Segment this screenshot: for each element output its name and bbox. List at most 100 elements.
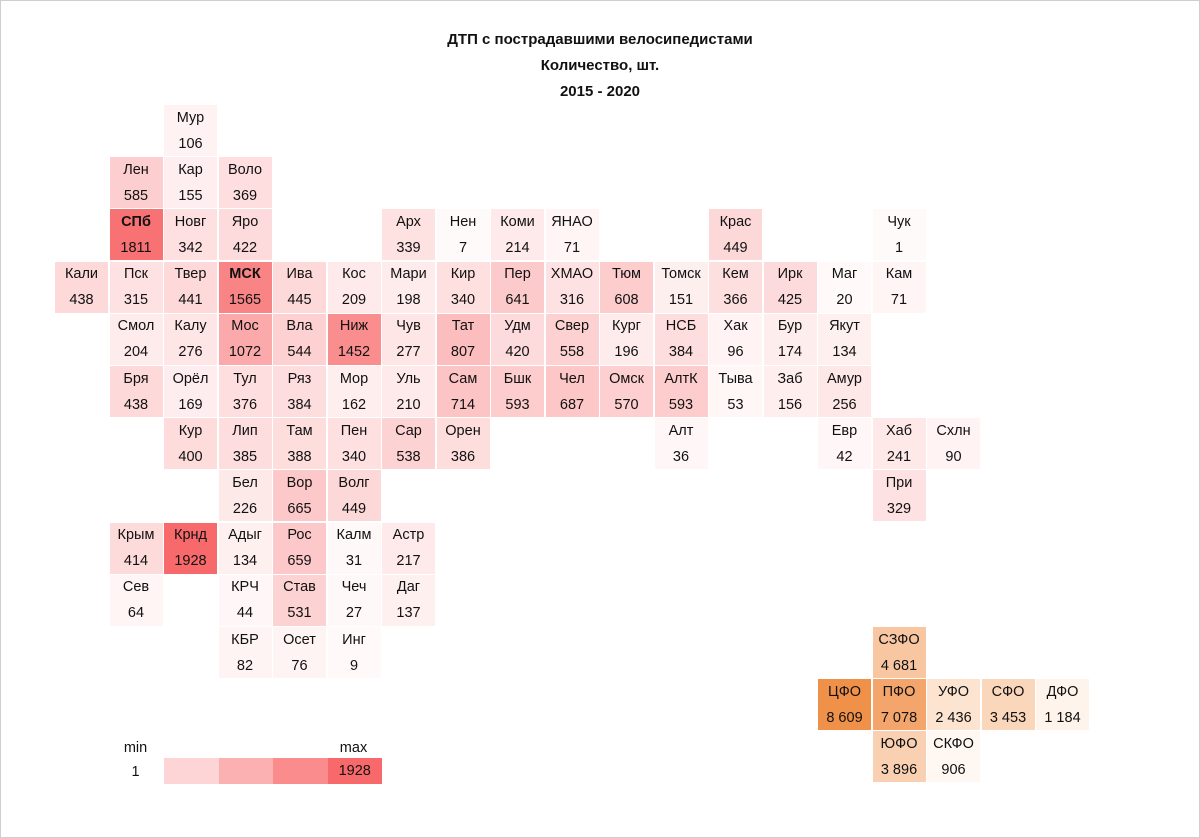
region-label: Пен — [340, 422, 368, 439]
region-tile: Мари 198 — [382, 261, 435, 313]
region-tile: Новг 342 — [164, 209, 217, 261]
region-value: 714 — [450, 396, 476, 413]
legend-swatch — [218, 758, 273, 784]
region-label: Омск — [609, 370, 644, 387]
region-tile: Мур 106 — [164, 105, 217, 156]
region-tile: Маг 20 — [818, 261, 871, 313]
chart-period: 2015 - 2020 — [559, 83, 641, 100]
region-value: 210 — [396, 396, 421, 413]
region-tile: Ирк 425 — [763, 261, 817, 313]
region-value: 151 — [668, 292, 694, 309]
region-tile: Евр 42 — [818, 418, 871, 470]
region-label: МСК — [229, 266, 261, 283]
region-tile: Мор 162 — [327, 366, 381, 417]
federal-district-tile: СФО 3 453 — [981, 679, 1035, 731]
region-value: 400 — [178, 448, 203, 465]
region-value: 329 — [886, 500, 912, 517]
region-value: 441 — [178, 292, 203, 309]
region-label: Вла — [286, 318, 313, 335]
region-tile: Чел 687 — [545, 366, 599, 417]
region-tile: Кем 366 — [709, 261, 762, 313]
region-tile: Томск 151 — [654, 261, 708, 313]
region-value: 445 — [287, 292, 312, 309]
region-value: 1928 — [174, 553, 207, 570]
region-value: 174 — [777, 344, 803, 361]
region-value: 558 — [559, 344, 585, 361]
region-tile: Кур 400 — [164, 418, 217, 470]
region-value: 1 — [894, 239, 904, 256]
region-tile: Бря 438 — [109, 366, 163, 417]
legend-swatch — [273, 758, 328, 784]
region-label: НСБ — [665, 318, 697, 335]
region-tile: Амур 256 — [818, 366, 871, 417]
region-label: Амур — [827, 370, 862, 387]
region-tile: Тыва 53 — [709, 366, 762, 417]
region-tile: Воло 369 — [218, 157, 272, 209]
region-tile: Алт 36 — [654, 418, 708, 470]
chart-title: ДТП с пострадавшими велосипедистами — [447, 31, 753, 48]
federal-district-tile: ДФО 1 184 — [1036, 679, 1089, 731]
region-label: Алт — [668, 422, 694, 439]
region-label: Новг — [174, 213, 207, 230]
region-value: 276 — [178, 344, 203, 361]
region-value: 90 — [945, 448, 962, 465]
federal-district-tile: ЮФО 3 896 — [872, 731, 926, 783]
region-label: Ряз — [287, 370, 312, 387]
region-label: Волг — [338, 474, 370, 491]
region-label: Кали — [64, 266, 99, 283]
region-tile: Кир 340 — [436, 261, 490, 313]
region-label: Пск — [123, 266, 148, 283]
region-tile: ЯНАО 71 — [545, 209, 599, 261]
region-value: 340 — [341, 448, 367, 465]
region-tile: Арх 339 — [382, 209, 435, 261]
region-label: При — [885, 474, 913, 491]
region-label: Бел — [232, 474, 258, 491]
region-tile: НСБ 384 — [654, 313, 708, 365]
region-label: ХМАО — [550, 266, 594, 283]
region-tile: Пск 315 — [109, 261, 163, 313]
legend-min-value: 1 — [131, 764, 140, 780]
region-value: 1072 — [228, 344, 262, 361]
region-label: Сам — [448, 370, 478, 387]
region-tile: Смол 204 — [109, 313, 163, 365]
region-label: Тул — [233, 370, 257, 387]
region-tile: Рос 659 — [273, 522, 326, 574]
region-value: 1565 — [228, 292, 262, 309]
region-tile: Уль 210 — [382, 366, 435, 417]
region-value: 438 — [123, 396, 149, 413]
region-value: 20 — [836, 292, 853, 309]
region-label: Кург — [612, 318, 641, 335]
region-tile: Сам 714 — [436, 366, 490, 417]
region-label: Чел — [559, 370, 585, 387]
region-label: Удм — [504, 318, 531, 335]
region-tile: Крас 449 — [709, 209, 762, 261]
region-tile: Калм 31 — [327, 522, 381, 574]
region-value: 36 — [672, 448, 690, 465]
region-tile: Орен 386 — [436, 418, 490, 470]
region-label: Лип — [232, 422, 258, 439]
region-tile: Сев 64 — [109, 574, 163, 626]
region-tile: Коми 214 — [491, 209, 544, 261]
chart-subtitle: Количество, шт. — [540, 57, 660, 74]
region-tile: Там 388 — [273, 418, 326, 470]
region-label: Коми — [500, 213, 535, 230]
region-label: Инг — [342, 631, 366, 648]
region-value: 316 — [559, 292, 585, 309]
region-label: Тюм — [612, 266, 641, 283]
region-label: Схлн — [936, 422, 971, 439]
region-label: Твер — [174, 266, 207, 283]
region-value: 137 — [396, 605, 421, 622]
region-label: КБР — [231, 631, 259, 648]
region-tile: Кали 438 — [55, 261, 108, 313]
legend-max-label: max — [339, 740, 368, 756]
region-label: Тыва — [718, 370, 753, 387]
region-tile: Астр 217 — [382, 522, 435, 574]
region-label: Уль — [396, 370, 421, 387]
region-label: Смол — [117, 318, 155, 335]
region-tile: Хак 96 — [709, 313, 762, 365]
region-value: 214 — [505, 239, 530, 256]
region-tile: СПб 1811 — [109, 209, 163, 261]
region-label: Рос — [287, 527, 312, 544]
region-label: Лен — [123, 161, 149, 178]
region-tile: Ива 445 — [273, 261, 326, 313]
